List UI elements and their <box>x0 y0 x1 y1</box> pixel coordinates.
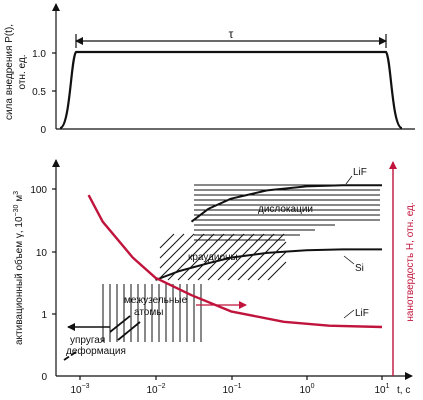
interstitial-label: атомы <box>134 307 163 318</box>
ytick-label: 0 <box>41 372 47 383</box>
top-panel: 1.0 0.5 0 сила внедрения P(t), отн. ед. … <box>4 3 415 136</box>
xlabel: t, с <box>397 385 410 396</box>
lif-top-label: LiF <box>353 167 367 178</box>
xtick-label: 10−1 <box>222 383 241 396</box>
crowdion-label: краудионы <box>188 252 238 263</box>
top-ytick-label: 0.5 <box>32 87 46 98</box>
elastic-segment <box>117 321 141 341</box>
xtick-label: 100 <box>299 383 314 396</box>
tau-label: τ <box>229 27 234 41</box>
lif-leader <box>345 175 353 185</box>
lif-hardness-curve <box>87 194 383 329</box>
xtick-label: 10−2 <box>146 383 165 396</box>
lif-volume-curve <box>190 184 382 223</box>
xtick-label: 10−3 <box>70 383 89 396</box>
top-ytick-label: 1.0 <box>32 49 46 60</box>
crowdion-region-hatch <box>159 233 287 281</box>
bottom-ylabel: активационный объем γ, 10−30 м3 <box>13 191 25 345</box>
right-ylabel: нанотвердость H, отн. ед. <box>405 202 416 321</box>
ytick-label: 10 <box>36 248 48 259</box>
interstitial-label: межузельные <box>124 295 188 306</box>
xticks: 10−3 10−2 10−1 100 101 <box>70 376 390 396</box>
lif-red-label: LiF <box>355 308 369 319</box>
lif-red-leader <box>343 309 355 319</box>
top-ytick-label: 0 <box>40 125 46 136</box>
si-label: Si <box>355 263 364 274</box>
interstitial-region-hatch <box>102 284 202 342</box>
dislocation-label: дислокации <box>258 204 313 215</box>
top-ylabel: сила внедрения P(t), <box>4 24 15 120</box>
elastic-segment <box>109 315 131 333</box>
si-volume-curve <box>155 248 382 281</box>
curves-group <box>87 184 383 329</box>
elastic-label: деформация <box>66 345 126 357</box>
elastic-dash <box>63 351 77 361</box>
ytick-label: 100 <box>30 185 47 196</box>
xtick-label: 101 <box>374 383 389 396</box>
bottom-panel: 100 10 1 0 10−3 10−2 10−1 100 101 t, с а… <box>13 159 416 396</box>
ytick-label: 1 <box>41 310 47 321</box>
si-leader <box>343 255 355 265</box>
elastic-label: упругая <box>70 335 105 346</box>
force-pulse-line <box>59 50 403 130</box>
top-ylabel-unit: отн. ед. <box>17 55 28 90</box>
